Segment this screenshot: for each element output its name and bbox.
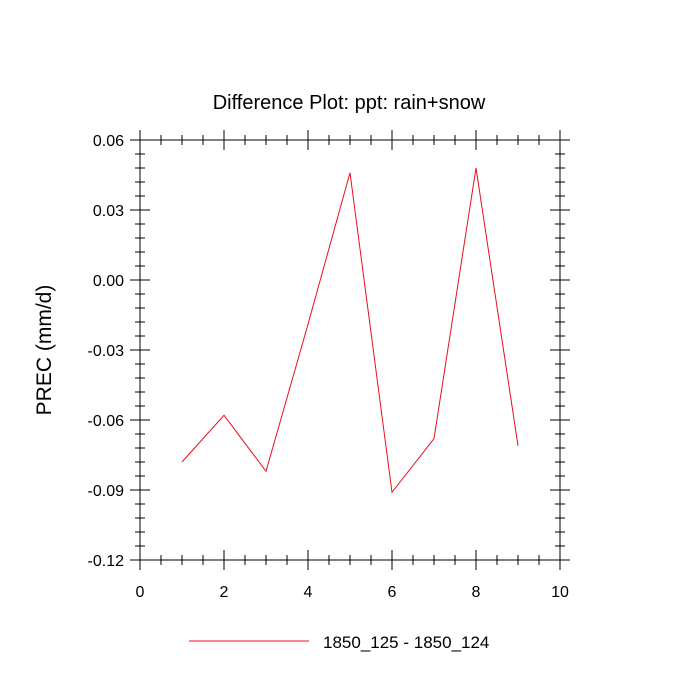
y-axis-tick-labels: -0.12 -0.09 -0.06 -0.03 0.00 0.03 0.06 bbox=[88, 133, 125, 570]
y-tick-label: -0.06 bbox=[88, 413, 125, 430]
y-tick-label: 0.00 bbox=[93, 273, 124, 290]
y-tick-label: 0.03 bbox=[93, 203, 124, 220]
y-axis-label: PREC (mm/d) bbox=[33, 285, 56, 416]
series-layer bbox=[181, 167, 519, 494]
x-tick-label: 4 bbox=[304, 584, 313, 601]
y-tick-label: 0.06 bbox=[93, 133, 124, 150]
y-tick-label: -0.12 bbox=[88, 553, 125, 570]
x-tick-label: 8 bbox=[472, 584, 481, 601]
legend: 1850_125 - 1850_124 bbox=[189, 633, 489, 652]
plot-frame bbox=[139, 139, 561, 561]
x-tick-label: 6 bbox=[388, 584, 397, 601]
y-tick-label: -0.03 bbox=[88, 343, 125, 360]
x-axis-ticks bbox=[139, 130, 561, 570]
x-tick-label: 10 bbox=[551, 584, 569, 601]
series-line bbox=[181, 167, 519, 494]
x-tick-label: 0 bbox=[136, 584, 145, 601]
y-tick-label: -0.09 bbox=[88, 483, 125, 500]
x-axis-tick-labels: 0 2 4 6 8 10 bbox=[136, 584, 569, 601]
chart-title: Difference Plot: ppt: rain+snow bbox=[213, 92, 486, 114]
x-tick-label: 2 bbox=[220, 584, 229, 601]
legend-label: 1850_125 - 1850_124 bbox=[323, 633, 489, 652]
